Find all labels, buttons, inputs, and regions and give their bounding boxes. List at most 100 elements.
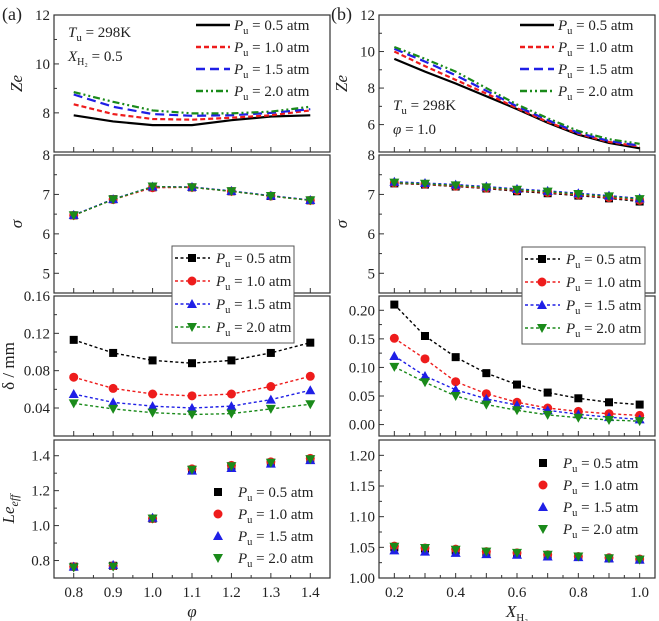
data-point bbox=[68, 211, 79, 221]
data-point bbox=[226, 389, 236, 399]
data-point bbox=[108, 397, 119, 407]
legend-marker bbox=[213, 531, 223, 540]
panel-label-b: (b) bbox=[331, 4, 352, 25]
subplot-b-delta: 0.00 0.05 0.10 0.15 0.20 bbox=[349, 295, 656, 437]
data-point bbox=[482, 369, 491, 378]
data-point bbox=[305, 400, 316, 410]
y-axis-label: δ / mm bbox=[0, 342, 18, 390]
data-point bbox=[69, 372, 79, 382]
data-point bbox=[187, 403, 197, 412]
legend-b-sigma-delta: Pu = 0.5 atm Pu = 1.0 atm Pu = 1.5 atm Pu =… bbox=[521, 246, 646, 345]
x-tick-label: 1.0 bbox=[630, 585, 649, 601]
y-tick-label: 0.10 bbox=[349, 360, 375, 376]
legend-marker bbox=[538, 525, 548, 534]
legend-label: Pu = 1.0 atm bbox=[562, 478, 639, 497]
y-tick-label: 12 bbox=[360, 8, 375, 24]
y-tick-label: 1.05 bbox=[349, 540, 375, 556]
legend-label: Pu = 0.5 atm bbox=[237, 485, 314, 504]
data-point bbox=[188, 359, 196, 368]
data-point bbox=[543, 388, 552, 397]
x-tick-label: 1.0 bbox=[143, 585, 162, 601]
data-point bbox=[227, 356, 236, 365]
legend-label: Pu = 1.5 atm bbox=[233, 62, 310, 81]
data-point bbox=[634, 417, 645, 427]
legend-marker bbox=[187, 323, 197, 332]
legend-marker bbox=[538, 480, 548, 490]
x-tick-label: 0.6 bbox=[508, 585, 527, 601]
legend-marker bbox=[187, 276, 197, 286]
legend-label: Pu = 0.5 atm bbox=[215, 251, 292, 270]
series-line bbox=[73, 93, 311, 117]
legend-marker bbox=[537, 277, 547, 287]
data-point bbox=[109, 348, 118, 357]
data-point bbox=[513, 380, 521, 389]
legend-label: Pu = 1.0 atm bbox=[237, 507, 314, 526]
data-point bbox=[451, 377, 461, 387]
y-tick-label: 0.00 bbox=[349, 418, 375, 434]
legend-label: Pu = 1.5 atm bbox=[215, 297, 292, 316]
data-point bbox=[226, 187, 237, 197]
data-point bbox=[420, 543, 430, 553]
data-point bbox=[187, 410, 197, 420]
legend-label: Pu = 1.5 atm bbox=[562, 500, 639, 519]
legend-marker bbox=[214, 488, 222, 496]
axes-frame bbox=[53, 439, 331, 579]
data-point bbox=[420, 179, 430, 189]
y-tick-label: 8 bbox=[368, 81, 376, 97]
legend-label: Pu = 1.5 atm bbox=[237, 529, 314, 548]
y-tick-label: 7 bbox=[43, 187, 51, 203]
data-point bbox=[226, 462, 237, 472]
data-point bbox=[147, 514, 158, 524]
data-point bbox=[305, 196, 316, 206]
data-point bbox=[148, 356, 157, 365]
annotation: XH₂ = 0.5 bbox=[67, 49, 123, 68]
subplot-b-sigma: 5 6 7 8 σ bbox=[332, 148, 656, 294]
y-tick-label: 8 bbox=[368, 148, 376, 164]
subplot-b-le: 0.2 0.4 0.6 0.8 1.0 1.00 1.05 1.10 1.15 1.20 XH₂ Pu… bbox=[349, 439, 656, 621]
legend-label: Pu = 0.5 atm bbox=[562, 456, 639, 475]
data-point bbox=[147, 408, 158, 418]
data-point bbox=[450, 181, 461, 191]
data-point bbox=[542, 187, 553, 197]
x-tick-label: 1.2 bbox=[222, 585, 241, 601]
data-point bbox=[265, 192, 276, 202]
series-line bbox=[73, 103, 311, 121]
y-tick-label: 10 bbox=[360, 45, 375, 61]
data-point bbox=[634, 555, 645, 565]
data-point bbox=[305, 385, 316, 395]
legend-marker bbox=[188, 254, 196, 262]
data-point bbox=[604, 554, 614, 564]
legend-label: Pu = 2.0 atm bbox=[557, 84, 634, 103]
data-point bbox=[389, 351, 400, 360]
legend-a-sigma-delta: Pu = 0.5 atm Pu = 1.0 atm Pu = 1.5 atm Pu =… bbox=[171, 245, 295, 344]
data-point bbox=[421, 332, 429, 340]
data-point bbox=[147, 401, 158, 411]
legend-label: Pu = 2.0 atm bbox=[233, 84, 310, 103]
data-point bbox=[390, 300, 399, 309]
legend-label: Pu = 2.0 atm bbox=[237, 551, 314, 570]
data-point bbox=[512, 406, 522, 416]
data-point bbox=[481, 547, 492, 557]
legend: Pu = 0.5 atm Pu = 1.0 atm Pu = 1.5 atm Pu =… bbox=[213, 485, 314, 570]
y-tick-label: 10 bbox=[35, 57, 50, 73]
annotation: Tu = 298K bbox=[393, 98, 456, 117]
data-point bbox=[389, 333, 399, 343]
legend-marker bbox=[213, 554, 223, 563]
x-tick-label: 1.4 bbox=[301, 585, 320, 601]
data-point bbox=[148, 389, 158, 399]
data-point bbox=[68, 399, 79, 409]
data-point bbox=[604, 192, 614, 202]
y-tick-label: 1.20 bbox=[349, 448, 375, 464]
data-point bbox=[68, 389, 79, 398]
y-tick-label: 1.00 bbox=[349, 571, 375, 587]
y-tick-label: 0.08 bbox=[24, 364, 50, 380]
annotation: φ = 1.0 bbox=[393, 122, 436, 138]
data-point bbox=[542, 410, 553, 420]
x-tick-label: 1.1 bbox=[183, 585, 202, 601]
legend-label: Pu = 1.5 atm bbox=[557, 62, 634, 81]
data-point bbox=[305, 455, 316, 465]
data-point bbox=[108, 404, 119, 414]
data-point bbox=[389, 542, 400, 552]
legend-label: Pu = 1.0 atm bbox=[565, 275, 642, 294]
